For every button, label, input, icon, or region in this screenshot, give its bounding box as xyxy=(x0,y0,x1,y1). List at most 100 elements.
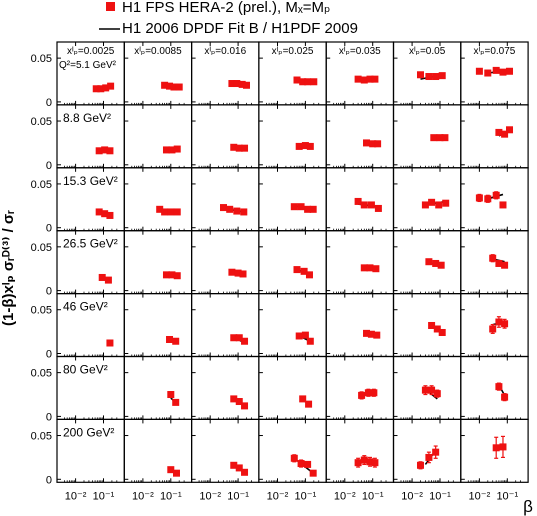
data-point xyxy=(492,191,500,199)
data-point xyxy=(238,80,246,88)
data-point xyxy=(290,454,298,462)
data-point xyxy=(166,335,174,343)
data-point xyxy=(102,84,110,92)
data-point xyxy=(97,85,105,93)
data-point xyxy=(300,267,308,275)
panel-frame xyxy=(392,104,462,169)
data-point xyxy=(106,211,114,219)
data-point xyxy=(301,142,309,150)
data-point xyxy=(367,330,375,338)
panel-frame xyxy=(123,293,193,358)
panel-frame xyxy=(123,230,193,295)
data-point xyxy=(438,328,446,336)
data-point xyxy=(173,208,181,216)
x-tick-label: 10⁻² xyxy=(334,490,356,502)
data-point xyxy=(293,266,301,274)
y-tick-label: 0 xyxy=(46,474,52,486)
data-point xyxy=(95,208,103,216)
data-point xyxy=(371,459,379,467)
y-tick-label: 0 xyxy=(46,160,52,172)
row-label: 200 GeV² xyxy=(63,425,114,439)
x-tick-label: 10⁻² xyxy=(401,490,423,502)
data-point xyxy=(366,75,374,83)
row-label: 80 GeV² xyxy=(63,363,108,377)
data-point xyxy=(425,73,433,81)
data-point xyxy=(172,337,180,345)
data-point xyxy=(364,389,372,397)
data-point xyxy=(484,195,492,203)
data-point xyxy=(360,76,368,84)
data-point xyxy=(235,398,243,406)
data-point xyxy=(172,398,180,406)
legend-label-data: H1 FPS HERA-2 (prel.), Mₓ=Mₚ xyxy=(122,0,330,16)
panel-frame xyxy=(258,230,327,295)
panel-frame xyxy=(123,418,193,483)
data-point xyxy=(432,73,440,81)
data-point xyxy=(161,81,169,89)
data-point xyxy=(432,259,440,267)
data-point xyxy=(489,325,497,333)
data-point xyxy=(501,393,509,401)
data-point xyxy=(175,83,183,91)
data-point xyxy=(235,144,243,152)
data-point xyxy=(306,142,314,150)
data-point xyxy=(354,75,362,83)
panel-frame xyxy=(191,355,260,421)
data-point xyxy=(358,391,366,399)
panel-frame xyxy=(123,167,193,232)
data-point xyxy=(295,142,303,150)
data-point xyxy=(305,271,313,279)
data-point xyxy=(95,147,103,155)
data-point xyxy=(428,198,436,206)
data-point xyxy=(484,69,492,77)
panel-frame xyxy=(460,104,529,169)
data-point xyxy=(306,337,314,345)
data-point xyxy=(374,204,382,212)
data-point xyxy=(501,261,509,269)
y-tick-label: 0.05 xyxy=(31,368,52,380)
data-point xyxy=(425,258,433,266)
data-point xyxy=(363,329,371,337)
data-point xyxy=(240,208,248,216)
data-point xyxy=(354,459,362,467)
data-point xyxy=(233,80,241,88)
data-point xyxy=(173,145,181,153)
data-point xyxy=(428,386,436,394)
legend: H1 FPS HERA-2 (prel.), Mₓ=Mₚ H1 2006 DPD… xyxy=(99,0,358,37)
data-point xyxy=(495,259,503,267)
data-point xyxy=(506,126,514,134)
y-tick-label: 0 xyxy=(46,223,52,235)
y-tick-label: 0.05 xyxy=(31,431,52,443)
panel-frame xyxy=(258,355,327,421)
x-tick-label: 10⁻¹ xyxy=(227,490,249,502)
data-point xyxy=(501,130,509,138)
data-point xyxy=(360,264,368,272)
panel-frame xyxy=(460,418,529,483)
data-point xyxy=(372,265,380,273)
x-tick-label: 10⁻¹ xyxy=(295,490,317,502)
panel-frame xyxy=(392,418,462,483)
panel-frame xyxy=(325,355,395,421)
panel-frame xyxy=(191,167,260,232)
data-point xyxy=(421,386,429,394)
data-point xyxy=(234,269,242,277)
row-label: 15.3 GeV² xyxy=(63,174,118,188)
data-point xyxy=(360,201,368,209)
data-point xyxy=(373,331,381,339)
data-point xyxy=(416,461,424,469)
data-point xyxy=(495,128,503,136)
data-point xyxy=(170,83,178,91)
data-point xyxy=(230,334,238,342)
data-point xyxy=(430,134,438,142)
y-tick-label: 0 xyxy=(46,97,52,109)
row-label: 8.8 GeV² xyxy=(63,111,111,125)
data-point xyxy=(363,139,371,147)
panel-frame xyxy=(123,104,193,169)
data-point xyxy=(106,339,114,347)
data-point xyxy=(499,201,507,209)
row-label: 46 GeV² xyxy=(63,300,108,314)
x-tick-label: 10⁻² xyxy=(267,490,289,502)
data-point xyxy=(304,460,312,468)
data-point xyxy=(432,448,440,456)
column-label: xᴵₚ=0.025 xyxy=(272,46,314,57)
